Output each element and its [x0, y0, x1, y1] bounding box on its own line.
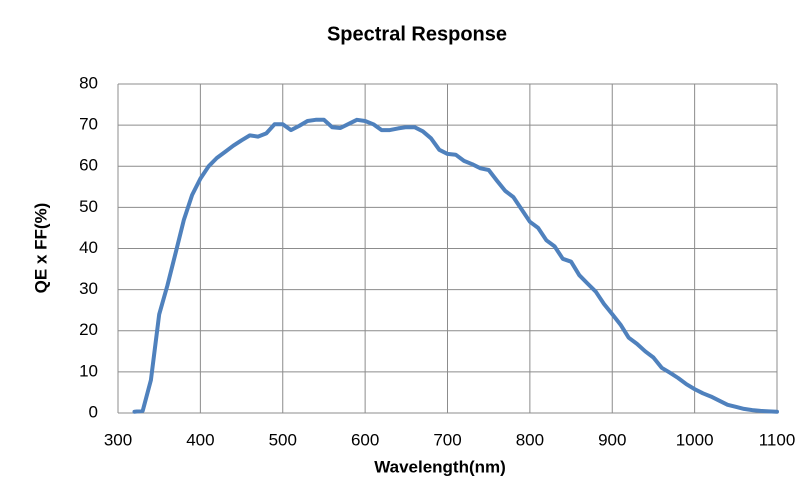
- y-tick-label: 40: [79, 238, 98, 257]
- x-axis-title: Wavelength(nm): [374, 457, 506, 476]
- y-tick-label: 10: [79, 361, 98, 380]
- x-tick-label: 1000: [676, 430, 714, 449]
- x-tick-label: 700: [433, 430, 461, 449]
- data-line: [132, 117, 779, 414]
- y-tick-label: 80: [79, 73, 98, 92]
- y-tick-label: 0: [89, 402, 98, 421]
- y-tick-label: 20: [79, 320, 98, 339]
- x-tick-label: 400: [186, 430, 214, 449]
- x-tick-label: 1100: [759, 430, 796, 449]
- x-tick-label: 500: [269, 430, 297, 449]
- y-tick-label: 50: [79, 197, 98, 216]
- y-tick-label: 70: [79, 115, 98, 134]
- y-axis-title: QE x FF(%): [31, 203, 50, 294]
- x-tick-label: 300: [104, 430, 132, 449]
- chart-title: Spectral Response: [327, 23, 507, 45]
- y-tick-label: 60: [79, 156, 98, 175]
- x-tick-label: 800: [516, 430, 544, 449]
- x-tick-label: 900: [598, 430, 626, 449]
- y-tick-label: 30: [79, 279, 98, 298]
- x-tick-label: 600: [351, 430, 379, 449]
